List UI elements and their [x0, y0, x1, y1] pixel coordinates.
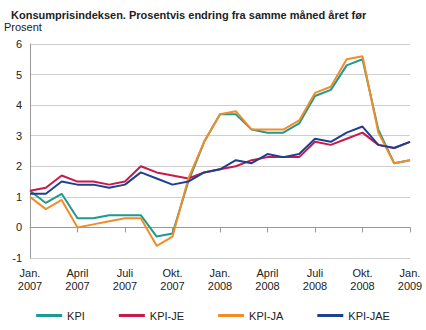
svg-text:2008: 2008: [350, 280, 374, 292]
svg-text:Jan.: Jan.: [210, 267, 231, 279]
svg-text:Prosent: Prosent: [4, 21, 42, 33]
svg-text:2008: 2008: [208, 280, 232, 292]
svg-text:Okt.: Okt.: [352, 267, 372, 279]
svg-text:2008: 2008: [255, 280, 279, 292]
svg-text:KPI: KPI: [67, 310, 85, 322]
svg-text:2007: 2007: [160, 280, 184, 292]
svg-text:3: 3: [16, 130, 22, 142]
svg-text:April: April: [256, 267, 278, 279]
svg-text:April: April: [66, 267, 88, 279]
svg-text:0: 0: [16, 221, 22, 233]
svg-text:2008: 2008: [303, 280, 327, 292]
svg-text:Juli: Juli: [117, 267, 134, 279]
svg-text:2007: 2007: [65, 280, 89, 292]
svg-text:2: 2: [16, 160, 22, 172]
svg-text:Juli: Juli: [307, 267, 324, 279]
svg-text:Konsumprisindeksen. Prosentvis: Konsumprisindeksen. Prosentvis endring f…: [11, 9, 367, 21]
svg-text:1: 1: [16, 191, 22, 203]
svg-text:Jan.: Jan.: [20, 267, 41, 279]
svg-text:Jan.: Jan.: [400, 267, 421, 279]
svg-text:2009: 2009: [398, 280, 422, 292]
svg-text:4: 4: [16, 99, 22, 111]
svg-text:Okt.: Okt.: [162, 267, 182, 279]
svg-text:KPI-JA: KPI-JA: [249, 310, 284, 322]
svg-text:KPI-JE: KPI-JE: [150, 310, 184, 322]
svg-text:KPI-JAE: KPI-JAE: [348, 310, 390, 322]
svg-text:6: 6: [16, 38, 22, 50]
svg-text:5: 5: [16, 69, 22, 81]
svg-text:-1: -1: [12, 252, 22, 264]
svg-text:2007: 2007: [113, 280, 137, 292]
svg-text:2007: 2007: [18, 280, 42, 292]
